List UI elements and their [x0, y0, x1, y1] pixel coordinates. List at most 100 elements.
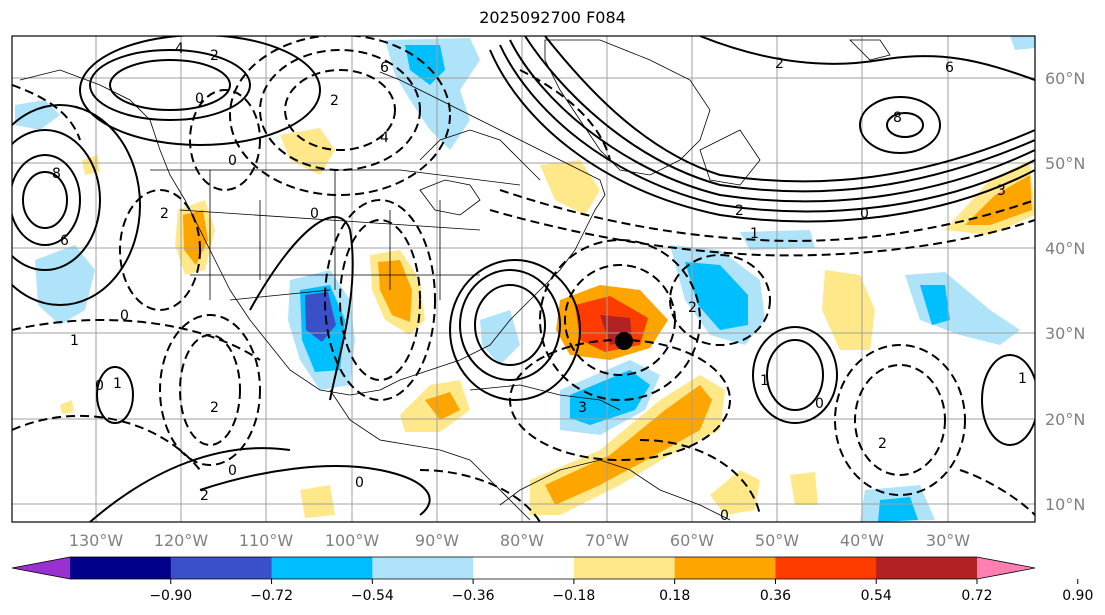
- colorbar-tick-label: 0.18: [659, 588, 690, 604]
- colorbar-extend-high: [977, 557, 1035, 579]
- negative-anomaly-area: [1010, 36, 1035, 50]
- positive-anomaly-area: [378, 260, 412, 322]
- negative-anomaly-area: [385, 38, 480, 150]
- lon-label: 70°W: [585, 531, 629, 550]
- lat-label: 30°N: [1045, 324, 1085, 343]
- positive-anomaly-area: [965, 175, 1032, 225]
- colorbar-tick-label: 0.72: [961, 588, 992, 604]
- colorbar-segment: [674, 557, 776, 579]
- colorbar-tick-label: 0.36: [760, 588, 791, 604]
- contour-labels: 4 2 6 0 2 4 8 6 0 2 1 0 2 6 8 0 2 0 1 2 …: [52, 41, 1027, 524]
- latitude-labels: 60°N 50°N 40°N 30°N 20°N 10°N: [1045, 69, 1085, 514]
- colorbar-segment: [473, 557, 575, 579]
- contour-label: 0: [815, 396, 824, 412]
- positive-anomaly-area: [790, 472, 818, 505]
- colorbar-tick-label: −0.90: [149, 588, 192, 604]
- longitude-labels: 130°W 120°W 110°W 100°W 90°W 80°W 70°W 6…: [69, 531, 970, 550]
- contour-label: 0: [228, 463, 237, 479]
- map-background: [12, 36, 1035, 522]
- contour-label: 0: [355, 475, 364, 491]
- contour-label: 1: [113, 376, 122, 392]
- contour-label: 3: [578, 400, 587, 416]
- colorbar-tick-label: 0.54: [861, 588, 892, 604]
- lat-label: 60°N: [1045, 69, 1085, 88]
- contour-label: 3: [997, 183, 1006, 199]
- shaded-anomalies: [15, 36, 1035, 522]
- colorbar-tick-label: −0.18: [552, 588, 595, 604]
- contour-label: 0: [195, 91, 204, 107]
- lon-label: 120°W: [154, 531, 209, 550]
- contour-label: 6: [380, 60, 389, 76]
- colorbar-segment: [170, 557, 273, 579]
- lon-label: 60°W: [670, 531, 714, 550]
- contour-label: 0: [310, 206, 319, 222]
- map-frame: [11, 35, 1036, 523]
- contour-label: 4: [175, 41, 184, 57]
- positive-anomaly-area: [183, 210, 208, 265]
- colorbar: −0.90 −0.72 −0.54 −0.36 −0.18 0.18 0.36 0.54 0.7…: [11, 556, 1093, 604]
- colorbar-tick-label: −0.54: [351, 588, 394, 604]
- negative-contours: [12, 36, 1035, 522]
- colorbar-outline: [11, 556, 1036, 580]
- contour-label: 4: [380, 130, 389, 146]
- lon-label: 100°W: [325, 531, 380, 550]
- contour-label: 6: [945, 60, 954, 76]
- lon-label: 110°W: [239, 531, 294, 550]
- lon-label: 130°W: [69, 531, 124, 550]
- contour-label: 2: [735, 203, 744, 219]
- negative-anomaly-area: [920, 285, 950, 325]
- contour-label: 0: [860, 206, 869, 222]
- contour-label: 6: [60, 233, 69, 249]
- contour-label: 2: [210, 48, 219, 64]
- lat-label: 20°N: [1045, 410, 1085, 429]
- coastlines: [19, 39, 891, 521]
- contour-label: 1: [760, 373, 769, 389]
- positive-anomaly-area: [300, 485, 335, 518]
- colorbar-tick-label: 0.90: [1062, 588, 1093, 604]
- lon-label: 50°W: [755, 531, 799, 550]
- lon-label: 90°W: [415, 531, 459, 550]
- colorbar-segment: [775, 557, 877, 579]
- lon-label: 80°W: [500, 531, 544, 550]
- negative-anomaly-area: [570, 370, 650, 425]
- positive-anomaly-area: [60, 400, 74, 414]
- lat-label: 10°N: [1045, 495, 1085, 514]
- negative-anomaly-area: [685, 262, 748, 330]
- colorbar-segment: [70, 557, 172, 579]
- map-content: [12, 36, 1035, 522]
- lat-label: 40°N: [1045, 239, 1085, 258]
- contour-label: 2: [200, 488, 209, 504]
- positive-contours: [12, 36, 1035, 522]
- lon-label: 40°W: [840, 531, 884, 550]
- colorbar-segment: [372, 557, 474, 579]
- negative-anomaly-area: [480, 310, 520, 365]
- lon-label: 30°W: [926, 531, 970, 550]
- contour-label: 2: [775, 56, 784, 72]
- map-title: 2025092700 F084: [479, 8, 626, 27]
- colorbar-segment: [271, 557, 373, 579]
- contour-label: 1: [750, 226, 759, 242]
- contour-label: 0: [720, 508, 729, 524]
- colorbar-tick-label: −0.72: [250, 588, 293, 604]
- positive-anomaly-area: [425, 392, 460, 420]
- negative-anomaly-area: [15, 100, 60, 130]
- negative-anomaly-area: [878, 497, 918, 522]
- positive-anomaly-area: [545, 385, 712, 505]
- contour-label: 1: [1018, 371, 1027, 387]
- contour-label: 0: [120, 308, 129, 324]
- contour-label: 8: [52, 166, 61, 182]
- contour-label: 2: [878, 436, 887, 452]
- negative-anomaly-area: [405, 45, 445, 85]
- contour-label: 1: [70, 333, 79, 349]
- colorbar-segment: [573, 557, 676, 579]
- contour-label: 2: [210, 400, 219, 416]
- lat-label: 50°N: [1045, 154, 1085, 173]
- contour-label: 0: [228, 153, 237, 169]
- contour-label: 0: [95, 378, 104, 394]
- contour-label: 8: [893, 110, 902, 126]
- colorbar-segment: [876, 557, 978, 579]
- positive-anomaly-area: [540, 160, 600, 215]
- contour-label: 2: [330, 93, 339, 109]
- contour-label: 2: [160, 206, 169, 222]
